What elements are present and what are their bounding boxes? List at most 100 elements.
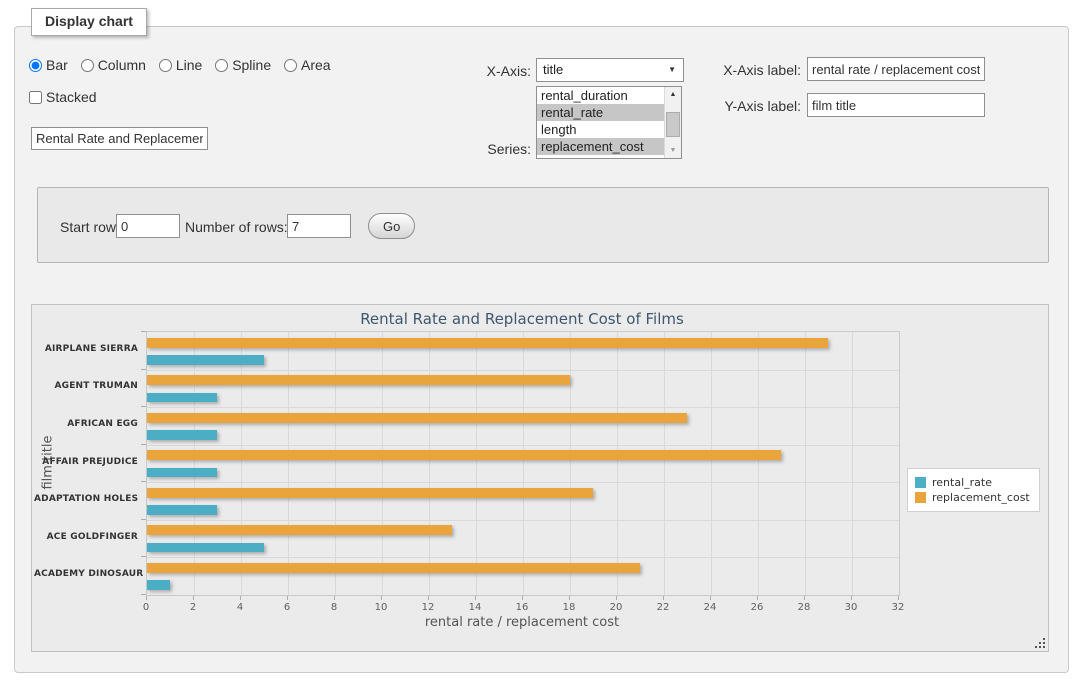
radio-area[interactable]: Area [284, 57, 331, 73]
y-tick [141, 444, 146, 445]
resize-grip-icon[interactable] [1034, 637, 1046, 649]
x-axis-label-input[interactable] [807, 57, 985, 81]
bar-replacement_cost[interactable] [147, 488, 593, 498]
series-scrollbar[interactable]: ▲ ▼ [664, 87, 681, 158]
x-tick [804, 596, 805, 600]
plot-area [146, 331, 900, 596]
x-tick [616, 596, 617, 600]
x-axis-selected-value: title [543, 62, 563, 77]
x-gridline [523, 332, 524, 595]
x-tick-label: 30 [836, 602, 866, 613]
series-select-label: Series: [441, 141, 531, 157]
y-gridline [147, 482, 899, 483]
scroll-down-icon[interactable]: ▼ [665, 144, 681, 158]
x-tick-label: 32 [883, 602, 913, 613]
x-gridline [664, 332, 665, 595]
x-tick [334, 596, 335, 600]
x-tick [146, 596, 147, 600]
bar-replacement_cost[interactable] [147, 375, 570, 385]
y-gridline [147, 445, 899, 446]
x-gridline [382, 332, 383, 595]
go-button[interactable]: Go [368, 213, 415, 239]
series-option[interactable]: length [537, 121, 665, 138]
chart-title-input[interactable] [31, 127, 208, 150]
bar-rental_rate[interactable] [147, 543, 264, 553]
radio-line[interactable]: Line [159, 57, 202, 73]
radio-line-input[interactable] [159, 59, 172, 72]
x-gridline [429, 332, 430, 595]
y-axis-label-input[interactable] [807, 93, 985, 117]
scrollbar-thumb[interactable] [666, 112, 680, 137]
y-tick [141, 594, 146, 595]
x-tick [428, 596, 429, 600]
x-axis-label-label: X-Axis label: [703, 62, 801, 78]
bar-replacement_cost[interactable] [147, 450, 781, 460]
x-tick [287, 596, 288, 600]
radio-column-input[interactable] [81, 59, 94, 72]
bar-rental_rate[interactable] [147, 430, 217, 440]
start-row-label: Start row: [60, 219, 120, 235]
x-tick [240, 596, 241, 600]
category-label: AFFAIR PREJUDICE [34, 457, 138, 467]
series-listbox[interactable]: rental_durationrental_ratelengthreplacem… [536, 86, 682, 159]
legend-item[interactable]: replacement_cost [915, 491, 1030, 504]
bar-replacement_cost[interactable] [147, 525, 452, 535]
bar-replacement_cost[interactable] [147, 413, 687, 423]
category-label: ACE GOLDFINGER [34, 532, 138, 542]
radio-spline-input[interactable] [215, 59, 228, 72]
number-of-rows-input[interactable] [287, 214, 351, 238]
chart-area: Rental Rate and Replacement Cost of Film… [31, 304, 1049, 652]
y-tick [141, 519, 146, 520]
legend-item[interactable]: rental_rate [915, 476, 1030, 489]
x-tick [522, 596, 523, 600]
x-gridline [194, 332, 195, 595]
radio-column[interactable]: Column [81, 57, 146, 73]
x-tick-label: 2 [178, 602, 208, 613]
start-row-input[interactable] [116, 214, 180, 238]
x-gridline [711, 332, 712, 595]
x-tick-label: 12 [413, 602, 443, 613]
y-gridline [147, 370, 899, 371]
bar-rental_rate[interactable] [147, 505, 217, 515]
category-label: ACADEMY DINOSAUR [34, 569, 138, 579]
radio-line-label: Line [176, 57, 202, 73]
radio-area-input[interactable] [284, 59, 297, 72]
radio-bar-input[interactable] [29, 59, 42, 72]
stacked-checkbox[interactable] [29, 91, 42, 104]
radio-spline-label: Spline [232, 57, 271, 73]
x-gridline [617, 332, 618, 595]
stacked-row: Stacked [29, 89, 97, 105]
bar-replacement_cost[interactable] [147, 563, 640, 573]
scroll-up-icon[interactable]: ▲ [665, 87, 681, 101]
x-axis-title: rental rate / replacement cost [146, 615, 898, 630]
x-axis-select[interactable]: title ▼ [536, 58, 684, 82]
series-option[interactable]: rental_duration [537, 87, 665, 104]
bar-rental_rate[interactable] [147, 355, 264, 365]
x-gridline [288, 332, 289, 595]
x-gridline [241, 332, 242, 595]
x-tick-label: 24 [695, 602, 725, 613]
panel-title: Display chart [31, 8, 147, 36]
bar-rental_rate[interactable] [147, 393, 217, 403]
stacked-checkbox-label[interactable]: Stacked [29, 89, 97, 105]
y-tick [141, 406, 146, 407]
x-tick [757, 596, 758, 600]
row-selector-panel: Start row: Number of rows: Go [37, 187, 1049, 263]
series-option[interactable]: rental_rate [537, 104, 665, 121]
legend-swatch-replacement_cost [915, 492, 926, 503]
x-tick-label: 18 [554, 602, 584, 613]
bar-replacement_cost[interactable] [147, 338, 828, 348]
chart-type-radio-group: Bar Column Line Spline Area [29, 57, 340, 73]
bar-rental_rate[interactable] [147, 580, 170, 590]
x-gridline [335, 332, 336, 595]
bar-rental_rate[interactable] [147, 468, 217, 478]
chart-legend: rental_rate replacement_cost [907, 468, 1040, 512]
x-tick [475, 596, 476, 600]
series-options: rental_durationrental_ratelengthreplacem… [537, 87, 665, 158]
radio-bar[interactable]: Bar [29, 57, 68, 73]
x-tick [898, 596, 899, 600]
chevron-down-icon: ▼ [668, 66, 676, 74]
series-option[interactable]: replacement_cost [537, 138, 665, 155]
radio-spline[interactable]: Spline [215, 57, 271, 73]
radio-bar-label: Bar [46, 57, 68, 73]
